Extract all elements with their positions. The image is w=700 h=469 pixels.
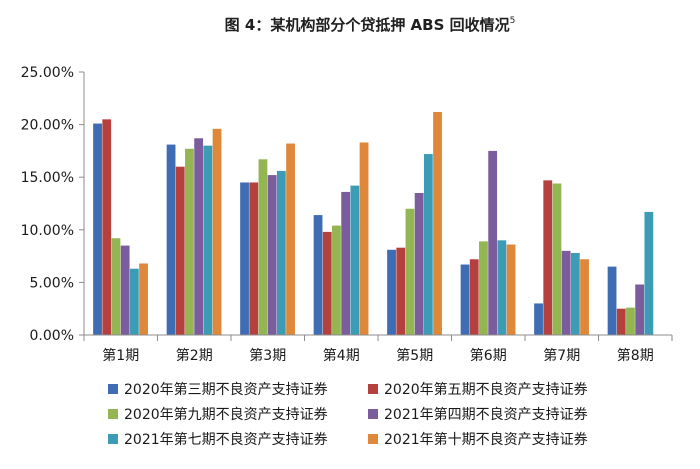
bar [626,307,635,335]
bar [488,150,498,335]
x-tick-label: 第8期 [617,347,654,364]
bar [534,303,543,335]
bar [313,215,323,335]
x-tick-label: 第3期 [249,347,286,364]
bar [194,138,204,335]
bar [552,183,562,335]
bar-group [93,119,148,335]
bar-group [387,111,442,335]
legend-item: 2020年第九期不良资产支持证券 [108,406,328,423]
bar [175,166,185,335]
legend-label: 2021年第七期不良资产支持证券 [124,431,328,448]
bar [580,259,589,335]
legend-item: 2020年第三期不良资产支持证券 [108,381,328,398]
bar [240,182,249,335]
bar [203,145,213,335]
bar-group [313,142,369,335]
bar [405,208,415,335]
y-tick-label: 15.00% [21,170,74,186]
x-tick-label: 第6期 [470,347,507,364]
bar [423,154,433,335]
bar [332,225,341,335]
bar [460,264,470,335]
y-tick-label: 0.00% [30,328,74,344]
bar [139,263,148,335]
bar-groups [93,111,654,335]
legend-swatch [108,384,118,394]
legend-swatch [108,434,118,444]
bar [267,175,277,335]
x-tick-label: 第7期 [543,347,580,364]
x-tick-label: 第2期 [176,347,213,364]
bar [469,259,479,335]
bar-group [607,211,654,335]
legend-label: 2021年第四期不良资产支持证券 [384,406,588,423]
chart-title-superscript: 5 [510,16,516,26]
x-axis: 第1期 第2期 第3期 第4期 第5期 第6期 第7期 第8期 [83,334,673,364]
bar [414,192,424,335]
bar [570,252,580,335]
chart-title-text: 图 4：某机构部分个贷抵押 ABS 回收情况 [225,16,510,34]
bar [497,240,507,335]
legend-item: 2020年第五期不良资产支持证券 [368,381,588,398]
bar-group [240,143,295,335]
legend-item: 2021年第四期不良资产支持证券 [368,406,588,423]
bar [212,128,222,335]
bar [543,180,553,335]
bar [396,247,406,335]
legend: 2020年第三期不良资产支持证券 2020年第五期不良资产支持证券 2020年第九期… [108,381,588,448]
legend-swatch [368,384,378,394]
bar [322,231,332,335]
bar [359,142,369,335]
bar-group [166,128,222,335]
x-tick-label: 第5期 [396,347,433,364]
bar [616,308,626,335]
y-tick-label: 5.00% [30,275,74,291]
legend-item: 2021年第七期不良资产支持证券 [108,431,328,448]
legend-swatch [368,434,378,444]
bar [635,284,645,335]
bar [561,250,571,335]
x-tick-label: 第4期 [323,347,360,364]
legend-label: 2021年第十期不良资产支持证券 [384,431,588,448]
bar [93,123,102,335]
bar [276,170,286,335]
legend-item: 2021年第十期不良资产支持证券 [368,431,588,448]
bar [387,249,396,335]
bar [120,245,130,335]
legend-label: 2020年第三期不良资产支持证券 [124,381,328,398]
bar [258,159,268,335]
bar [286,143,295,335]
y-tick-label: 25.00% [21,65,74,81]
bar [644,211,654,335]
bar [129,268,139,335]
x-tick-label: 第1期 [102,347,139,364]
bar [249,182,259,335]
bar [185,148,194,335]
legend-label: 2020年第五期不良资产支持证券 [384,381,588,398]
bar [111,238,121,335]
bar-group [460,150,516,335]
y-tick-label: 10.00% [21,223,74,239]
bar [166,144,176,335]
legend-label: 2020年第九期不良资产支持证券 [124,406,328,423]
y-axis: 0.00% 5.00% 10.00% 15.00% 20.00% 25.00% [21,65,85,344]
bar [607,266,617,335]
bar [350,185,360,335]
bar [506,244,516,335]
legend-swatch [108,409,118,419]
bar [479,241,488,335]
bar [341,191,351,335]
chart-title: 图 4：某机构部分个贷抵押 ABS 回收情况5 [225,16,516,34]
legend-swatch [368,409,378,419]
bar [102,119,112,335]
bar-group [534,180,589,335]
y-tick-label: 20.00% [21,118,74,134]
bar [433,111,442,335]
